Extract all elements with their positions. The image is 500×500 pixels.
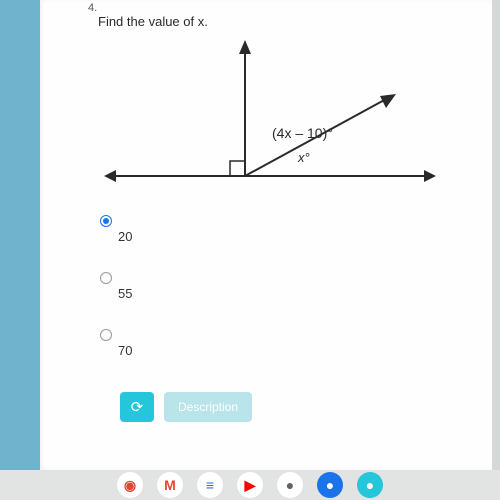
angle-diagram: (4x – 10)° x° (100, 36, 440, 206)
option-label: 20 (118, 229, 132, 244)
dock-app3-icon[interactable]: ● (357, 472, 383, 498)
question-prompt: Find the value of x. (98, 14, 208, 29)
refresh-icon: ⟳ (131, 398, 144, 416)
dock-gmail-icon[interactable]: M (157, 472, 183, 498)
option-70[interactable]: 70 (100, 329, 132, 358)
option-label: 55 (118, 286, 132, 301)
radio-icon (100, 272, 112, 284)
dock-app1-icon[interactable]: ● (277, 472, 303, 498)
diagram-label-bottom: x° (297, 150, 310, 165)
radio-icon (100, 215, 112, 227)
question-number: 4. (88, 2, 97, 14)
dock-youtube-icon[interactable]: ▶ (237, 472, 263, 498)
left-color-strip (0, 0, 40, 470)
option-55[interactable]: 55 (100, 272, 132, 301)
dock-app2-icon[interactable]: ● (317, 472, 343, 498)
page-content: 4. Find the value of x. (4x – 10)° x° 20… (40, 0, 492, 470)
radio-icon (100, 329, 112, 341)
refresh-button[interactable]: ⟳ (120, 392, 154, 422)
dock: ◉ M ≡ ▶ ● ● ● (0, 470, 500, 500)
option-20[interactable]: 20 (100, 215, 132, 244)
option-label: 70 (118, 343, 132, 358)
action-bar: ⟳ Description (120, 389, 252, 425)
description-button[interactable]: Description (164, 392, 252, 422)
diagram-label-top: (4x – 10)° (272, 125, 333, 141)
dock-docs-icon[interactable]: ≡ (197, 472, 223, 498)
answer-options: 20 55 70 (100, 215, 132, 386)
dock-chrome-icon[interactable]: ◉ (117, 472, 143, 498)
